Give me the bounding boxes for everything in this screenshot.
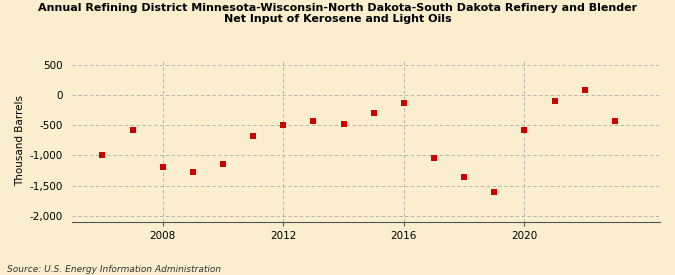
Point	[459, 174, 470, 179]
Point	[248, 134, 259, 138]
Text: Annual Refining District Minnesota-Wisconsin-North Dakota-South Dakota Refinery : Annual Refining District Minnesota-Wisco…	[38, 3, 637, 24]
Point	[369, 111, 379, 116]
Point	[579, 88, 590, 93]
Point	[97, 153, 108, 158]
Point	[429, 156, 439, 161]
Point	[519, 128, 530, 132]
Point	[398, 101, 409, 105]
Point	[127, 128, 138, 132]
Text: Source: U.S. Energy Information Administration: Source: U.S. Energy Information Administ…	[7, 265, 221, 274]
Point	[157, 165, 168, 170]
Point	[188, 169, 198, 174]
Point	[217, 162, 228, 167]
Y-axis label: Thousand Barrels: Thousand Barrels	[15, 95, 25, 186]
Point	[610, 119, 620, 123]
Point	[278, 122, 289, 127]
Point	[489, 189, 500, 194]
Point	[549, 99, 560, 103]
Point	[308, 119, 319, 123]
Point	[338, 122, 349, 126]
